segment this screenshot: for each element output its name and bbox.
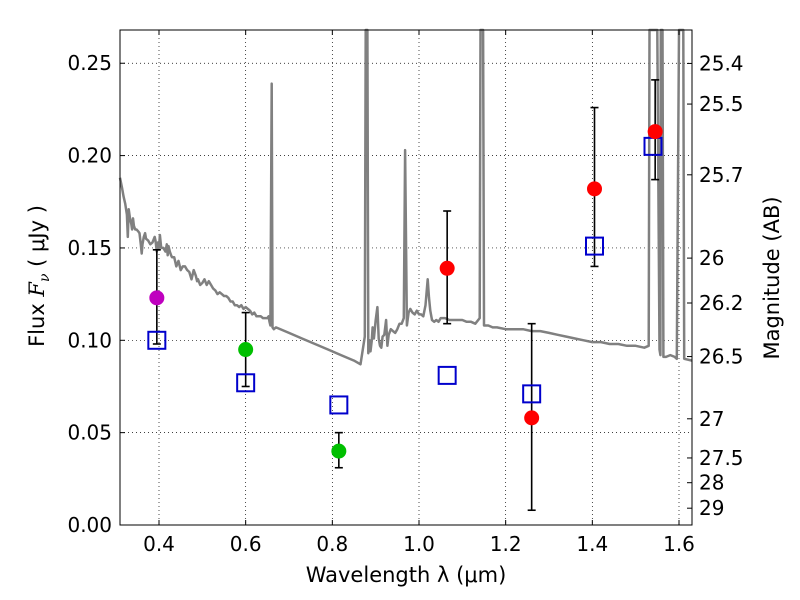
model-sed-layer bbox=[118, 28, 693, 366]
axis-ticks: 0.4 0.6 0.8 1.0 1.2 1.4 1.6 0.00 0.05 0.10 0.15 0.2… bbox=[67, 30, 744, 556]
x-tick-label-6: 1.6 bbox=[663, 532, 695, 556]
y-tick-label-4: 0.20 bbox=[67, 144, 112, 168]
x-tick-label-4: 1.2 bbox=[490, 532, 522, 556]
model-photometry-square bbox=[147, 330, 167, 350]
gridlines bbox=[120, 30, 692, 525]
y2-tick-label-1: 25.5 bbox=[699, 92, 744, 116]
y2-tick-label-5: 26.5 bbox=[699, 345, 744, 369]
observed-flux-point bbox=[647, 124, 663, 140]
y-tick-label-2: 0.10 bbox=[67, 328, 112, 352]
model-photometry-square bbox=[522, 384, 542, 404]
observed-flux-point bbox=[149, 290, 165, 306]
y-tick-label-1: 0.05 bbox=[67, 421, 112, 445]
x-tick-label-2: 0.8 bbox=[316, 532, 348, 556]
y2-tick-label-4: 26.2 bbox=[699, 291, 744, 315]
y-tick-label-0: 0.00 bbox=[67, 513, 112, 537]
model-sed-line bbox=[118, 28, 693, 366]
y2-tick-label-8: 28 bbox=[699, 471, 724, 495]
x-axis-title: Wavelength λ (μm) bbox=[306, 563, 507, 587]
x-tick-label-5: 1.4 bbox=[576, 532, 608, 556]
y2-tick-label-2: 25.7 bbox=[699, 163, 744, 187]
x-tick-label-0: 0.4 bbox=[143, 532, 175, 556]
model-photometry-square bbox=[329, 395, 349, 415]
y2-tick-label-7: 27.5 bbox=[699, 446, 744, 470]
model-photometry-square bbox=[236, 373, 256, 393]
model-photometry-square bbox=[585, 236, 604, 256]
observed-flux-point bbox=[238, 342, 254, 358]
observed-flux-point bbox=[331, 443, 347, 459]
y-tick-label-5: 0.25 bbox=[67, 51, 112, 75]
y2-axis-title: Magnitude (AB) bbox=[760, 196, 784, 359]
y2-tick-label-6: 27 bbox=[699, 407, 724, 431]
y2-tick-label-3: 26 bbox=[699, 246, 724, 270]
y2-tick-label-0: 25.4 bbox=[699, 51, 744, 75]
model-photometry-square bbox=[437, 365, 457, 385]
observed-flux-point bbox=[439, 260, 455, 276]
plot-frame bbox=[119, 29, 693, 526]
observed-flux-point bbox=[524, 410, 540, 426]
data-points-layer bbox=[147, 124, 663, 459]
y-tick-label-3: 0.15 bbox=[67, 236, 112, 260]
x-tick-label-3: 1.0 bbox=[403, 532, 435, 556]
x-tick-label-1: 0.6 bbox=[230, 532, 262, 556]
y-axis-title: Flux Fν ( μJy ) bbox=[25, 205, 53, 347]
y2-tick-label-9: 29 bbox=[699, 496, 724, 520]
observed-flux-point bbox=[587, 181, 602, 197]
